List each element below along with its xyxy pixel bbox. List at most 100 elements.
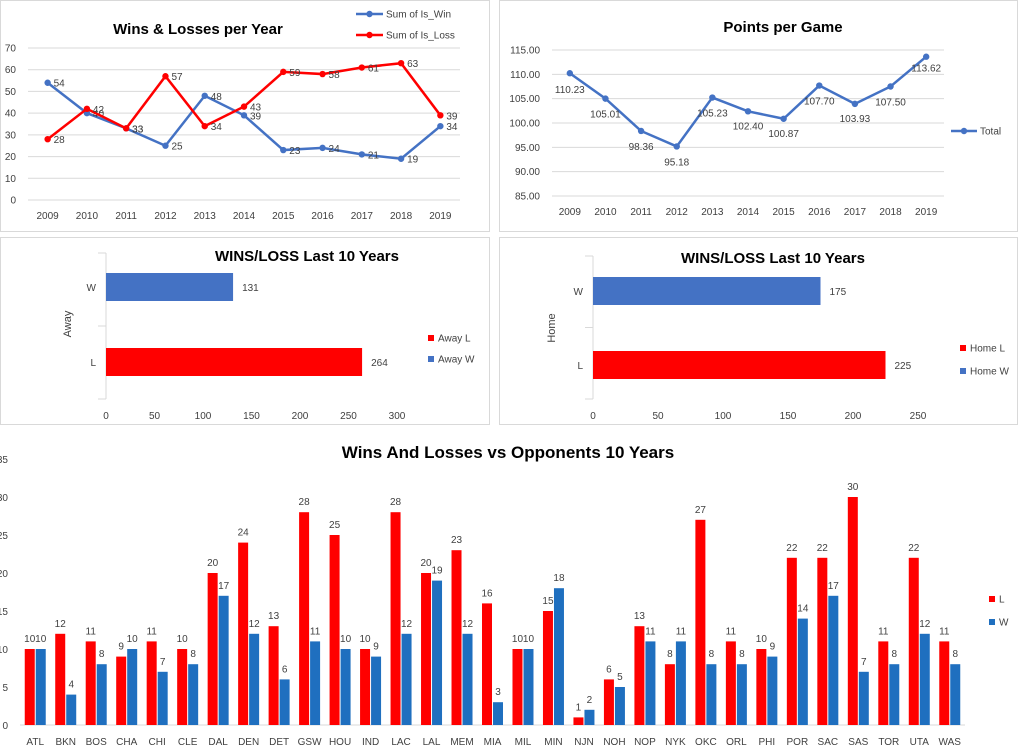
- chart5-x-tick-label: DAL: [208, 737, 228, 748]
- chart2-y-tick-label: 110.00: [510, 70, 540, 81]
- hbar3-legend-entry: Home W: [970, 367, 1009, 378]
- hbar3-legend-entry: Home L: [970, 344, 1005, 355]
- chart5-bar-L-MIN: [542, 611, 553, 725]
- chart1-series-point: [358, 151, 366, 158]
- chart5-bar-L-NYK: [664, 664, 675, 725]
- chart5-y-tick-label: 0: [2, 721, 8, 732]
- hbar2-bar-L: [106, 348, 363, 376]
- chart1-series-point: [240, 103, 248, 110]
- chart5-x-tick-label: LAC: [391, 737, 410, 748]
- chart2-series-point: [637, 127, 645, 135]
- hbar2-legend-entry: Away W: [438, 355, 475, 366]
- chart1-series-point: [201, 92, 208, 99]
- chart5-bar-L-PHI: [756, 649, 767, 725]
- chart5-data-label: 18: [553, 573, 565, 584]
- chart5-y-tick-label: 30: [0, 493, 8, 504]
- chart5-x-tick-label: PHI: [759, 737, 776, 748]
- chart1-y-tick-label: 40: [5, 109, 17, 120]
- chart5-bar-W-IND: [371, 656, 382, 725]
- chart5-bar-L-LAL: [421, 573, 432, 725]
- chart5-legend-entry: L: [999, 595, 1005, 606]
- chart5-data-label: 11: [726, 626, 737, 637]
- chart1-series-point: [162, 73, 169, 80]
- chart2-series-point: [816, 82, 823, 89]
- hbar2-x-tick-label: 100: [195, 411, 212, 422]
- hbar3-legend-swatch: [960, 345, 966, 351]
- chart5-bar-W-SAS: [858, 671, 869, 725]
- chart2-x-tick-label: 2009: [559, 207, 582, 218]
- chart5-x-tick-label: DET: [269, 737, 289, 748]
- chart5-data-label: 17: [828, 581, 840, 592]
- chart2-series-point: [887, 83, 894, 90]
- chart5-data-label: 9: [118, 642, 124, 653]
- chart5-bar-L-POR: [786, 557, 797, 725]
- chart5-bar-L-SAC: [817, 557, 828, 725]
- chart5-x-tick-label: NYK: [665, 737, 686, 748]
- chart5-bar-L-DET: [268, 626, 279, 725]
- chart1-data-label: 39: [446, 111, 458, 122]
- chart2-series-point: [673, 143, 680, 150]
- chart5-bar-W-DEN: [249, 633, 260, 725]
- chart2-x-tick-label: 2012: [666, 207, 689, 218]
- hbar3-bar-W: [593, 277, 821, 305]
- hbar2-data-label: 131: [242, 283, 259, 294]
- chart2-series-point: [922, 53, 930, 60]
- chart5-data-label: 22: [908, 543, 920, 554]
- chart1-data-label: 63: [407, 59, 419, 70]
- chart5-data-label: 28: [390, 497, 402, 508]
- chart5-bar-W-BOS: [96, 664, 107, 725]
- chart5-bar-W-MIA: [493, 702, 503, 725]
- chart5-legend-swatch: [989, 619, 995, 625]
- chart5-bar-L-HOU: [329, 535, 340, 725]
- chart2-x-tick-label: 2013: [701, 207, 724, 218]
- chart5-data-label: 10: [24, 634, 36, 645]
- chart5-bar-W-POR: [797, 618, 808, 725]
- hbar3-x-tick-label: 200: [845, 411, 862, 422]
- chart2-y-tick-label: 85.00: [515, 192, 540, 203]
- chart2-x-tick-label: 2014: [737, 207, 760, 218]
- chart1-data-label: 23: [289, 146, 301, 157]
- chart5-data-label: 12: [462, 619, 474, 630]
- chart5-data-label: 13: [634, 611, 646, 622]
- chart5-bar-W-OKC: [706, 664, 717, 725]
- chart2-y-tick-label: 95.00: [515, 143, 540, 154]
- chart5-data-label: 12: [919, 619, 931, 630]
- chart1-x-tick-label: 2018: [390, 211, 413, 222]
- hbar3-x-tick-label: 50: [652, 411, 664, 422]
- chart5-bar-W-SAC: [828, 595, 839, 725]
- chart5-data-label: 16: [481, 588, 493, 599]
- chart5-data-label: 24: [238, 528, 250, 539]
- chart1-series-line-0: [46, 81, 442, 161]
- chart5-data-label: 22: [786, 543, 798, 554]
- chart1-data-label: 42: [93, 105, 105, 116]
- chart5-x-tick-label: IND: [362, 737, 379, 748]
- chart5-data-label: 8: [739, 649, 745, 660]
- chart2-data-label: 98.36: [629, 142, 654, 153]
- chart1-data-label: 61: [368, 64, 380, 75]
- chart5-x-tick-label: ATL: [26, 737, 44, 748]
- chart5-bar-L-ATL: [24, 649, 35, 725]
- chart5-bar-W-WAS: [950, 664, 961, 725]
- chart1-data-label: 21: [368, 150, 380, 161]
- chart1-series-point: [437, 112, 444, 119]
- hbar3-data-label: 175: [830, 287, 847, 298]
- chart5-x-tick-label: GSW: [298, 737, 322, 748]
- chart5-data-label: 5: [617, 672, 623, 683]
- chart5-bar-L-DAL: [207, 573, 218, 725]
- chart1-data-label: 57: [171, 72, 183, 83]
- chart1-series-point: [44, 79, 51, 86]
- chart5-bar-W-NJN: [584, 709, 595, 725]
- points-per-game-panel: [499, 0, 1018, 232]
- chart1-series-point: [437, 122, 444, 130]
- chart5-x-tick-label: HOU: [329, 737, 351, 748]
- chart2-data-label: 105.23: [697, 109, 728, 120]
- chart1-legend-entry: Sum of Is_Win: [386, 10, 451, 21]
- chart1-data-label: 34: [446, 122, 458, 133]
- chart2-x-tick-label: 2017: [844, 207, 867, 218]
- hbar3-x-tick-label: 0: [590, 411, 596, 422]
- chart1-data-label: 33: [132, 124, 144, 135]
- chart5-bar-L-SAS: [847, 497, 858, 725]
- chart5-data-label: 11: [676, 626, 687, 637]
- chart5-data-label: 13: [268, 611, 280, 622]
- chart5-data-label: 30: [847, 482, 859, 493]
